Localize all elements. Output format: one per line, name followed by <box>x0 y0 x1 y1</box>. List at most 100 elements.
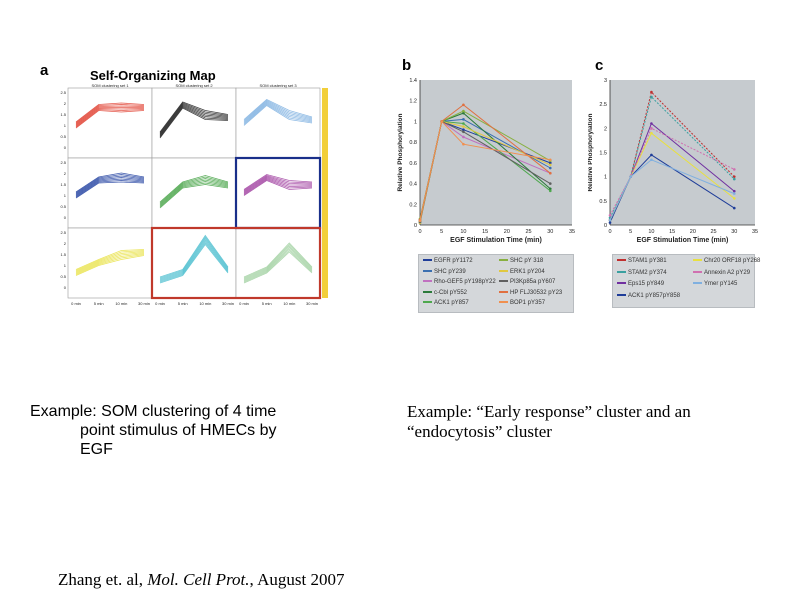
legend-label: Annexin A2 pY29 <box>704 269 751 276</box>
data-point <box>650 131 653 135</box>
som-trace <box>75 104 145 124</box>
som-trace <box>159 176 229 204</box>
data-point <box>548 163 552 167</box>
x-tick-label: 10 <box>648 229 654 235</box>
data-point <box>732 175 736 178</box>
som-trace <box>159 178 229 205</box>
som-x-tick: 10 min <box>115 301 127 306</box>
som-x-tick: 0 min <box>71 301 81 306</box>
y-tick-label: 1 <box>414 119 417 125</box>
som-y-tick: 0 <box>64 285 67 290</box>
data-point <box>462 135 465 139</box>
legend-item: BOP1 pY357 <box>499 300 545 306</box>
som-x-tick: 30 min <box>138 301 150 306</box>
y-tick-label: 0 <box>604 223 607 229</box>
citation-date: , August 2007 <box>249 570 345 589</box>
y-tick-label: 1.4 <box>409 78 417 84</box>
som-column-header: SOM clustering set 3 <box>259 84 297 88</box>
data-point <box>650 95 653 99</box>
som-trace <box>243 177 312 193</box>
som-trace <box>159 237 229 280</box>
y-tick-label: 0.8 <box>409 140 417 146</box>
legend-swatch <box>617 259 626 262</box>
som-trace <box>159 106 229 138</box>
legend-item: STAM1 pY381 <box>617 258 667 264</box>
legend-item: HP FLJ30532 pY23 <box>499 290 562 296</box>
legend-item: EGFR pY1172 <box>423 258 473 264</box>
som-trace <box>243 101 313 122</box>
som-y-tick: 2.5 <box>60 160 66 165</box>
legend-label: SHC pY239 <box>434 268 466 275</box>
data-point <box>462 111 465 115</box>
legend-swatch <box>499 259 508 262</box>
som-x-tick: 5 min <box>262 301 272 306</box>
som-trace <box>243 245 313 280</box>
x-tick-label: 20 <box>504 229 510 235</box>
som-y-tick: 2.5 <box>60 230 66 235</box>
som-title: Self-Organizing Map <box>90 68 216 83</box>
legend-label: c-Cbl pY552 <box>434 289 468 296</box>
plot-area <box>420 80 572 225</box>
som-trace <box>159 240 229 282</box>
y-tick-label: 2 <box>604 126 607 132</box>
data-point <box>462 109 465 113</box>
som-trace <box>159 182 229 208</box>
som-trace <box>243 102 313 123</box>
som-trace <box>75 249 145 270</box>
legend-label: Rho-GEF5 pY198pY22 <box>434 279 496 285</box>
legend-item: PI3Kp85a pY607 <box>499 279 555 285</box>
citation-authors: Zhang et. al, <box>58 570 148 589</box>
som-y-tick: 1.5 <box>60 252 66 257</box>
x-tick-label: 15 <box>482 229 488 235</box>
som-x-tick: 30 min <box>306 301 318 306</box>
data-point <box>548 161 552 165</box>
legend-item: c-Cbl pY552 <box>423 290 467 296</box>
data-point <box>650 158 653 162</box>
som-trace <box>75 105 145 125</box>
legend-c: STAM1 pY381 STAM2 pY374 Eps15 pY849 ACK1 pY… <box>612 254 760 308</box>
y-axis-label: Relative Phosphorylation <box>397 113 404 191</box>
panel-b-letter: b <box>402 57 412 74</box>
x-tick-label: 5 <box>440 229 443 235</box>
som-trace <box>75 178 145 197</box>
som-trace <box>243 176 313 192</box>
y-axis-label: Relative Phosphorylation <box>588 113 594 191</box>
x-tick-label: 30 <box>731 229 737 235</box>
x-axis-label: EGF Stimulation Time (min) <box>450 237 542 244</box>
som-cell <box>67 227 153 299</box>
data-point <box>650 153 653 157</box>
som-trace <box>75 250 145 271</box>
som-trace <box>243 242 313 278</box>
data-point <box>732 197 736 200</box>
y-tick-label: 2.5 <box>599 102 607 108</box>
som-y-tick: 2 <box>64 171 67 176</box>
som-trace <box>159 234 229 278</box>
y-tick-label: 0.5 <box>599 199 607 205</box>
som-y-tick: 2 <box>64 241 67 246</box>
legend-swatch <box>423 280 432 283</box>
caption-left-line3: EGF <box>80 441 113 458</box>
series-line <box>609 159 735 221</box>
y-tick-label: 0 <box>414 223 417 229</box>
som-x-tick: 0 min <box>239 301 249 306</box>
panel-a-letter: a <box>40 62 49 79</box>
y-tick-label: 1 <box>604 175 607 181</box>
som-trace <box>159 103 229 135</box>
data-point <box>608 214 612 217</box>
som-trace <box>159 239 229 281</box>
som-x-tick: 5 min <box>94 301 104 306</box>
som-y-tick: 1 <box>64 263 67 268</box>
data-point <box>608 221 612 224</box>
series-line <box>609 91 735 221</box>
legend-item: SHC pY239 <box>423 269 466 275</box>
data-point <box>462 122 465 125</box>
x-tick-label: 0 <box>418 229 421 235</box>
data-point <box>462 125 465 128</box>
x-tick-label: 25 <box>526 229 532 235</box>
som-trace <box>75 107 144 126</box>
legend-item: Annexin A2 pY29 <box>693 270 750 276</box>
som-trace <box>243 104 313 125</box>
som-trace <box>243 103 313 124</box>
legend-swatch <box>617 282 626 285</box>
